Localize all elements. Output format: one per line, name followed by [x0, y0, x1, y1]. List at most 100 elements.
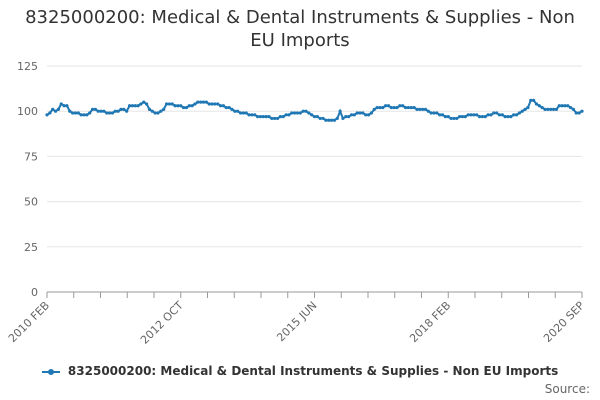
- data-point[interactable]: [253, 113, 257, 117]
- data-point[interactable]: [170, 102, 174, 106]
- data-point[interactable]: [247, 113, 251, 117]
- data-point[interactable]: [273, 116, 277, 121]
- data-point[interactable]: [147, 107, 152, 111]
- data-point[interactable]: [486, 113, 490, 117]
- data-point[interactable]: [201, 100, 206, 104]
- data-point[interactable]: [432, 111, 436, 115]
- data-point[interactable]: [108, 111, 112, 115]
- data-point[interactable]: [88, 111, 92, 115]
- data-point[interactable]: [401, 104, 405, 108]
- data-point[interactable]: [429, 111, 433, 115]
- data-point[interactable]: [466, 113, 470, 117]
- data-point[interactable]: [483, 115, 487, 119]
- data-point[interactable]: [577, 111, 581, 115]
- data-point[interactable]: [386, 104, 391, 108]
- data-point[interactable]: [509, 115, 513, 119]
- data-point[interactable]: [318, 116, 322, 121]
- data-point[interactable]: [423, 107, 428, 111]
- data-point[interactable]: [392, 105, 396, 110]
- data-point[interactable]: [418, 107, 422, 111]
- data-point[interactable]: [244, 111, 248, 115]
- data-point[interactable]: [495, 111, 499, 115]
- data-point[interactable]: [546, 107, 550, 111]
- data-point[interactable]: [267, 115, 271, 119]
- data-point[interactable]: [307, 111, 311, 115]
- data-point[interactable]: [489, 113, 493, 117]
- data-point[interactable]: [443, 115, 447, 119]
- data-point[interactable]: [184, 105, 189, 110]
- data-point[interactable]: [182, 105, 186, 110]
- data-point[interactable]: [136, 104, 140, 108]
- data-point[interactable]: [571, 107, 576, 111]
- data-point[interactable]: [532, 98, 536, 102]
- data-point[interactable]: [71, 111, 75, 115]
- data-point[interactable]: [159, 109, 163, 113]
- data-point[interactable]: [497, 113, 502, 117]
- data-point[interactable]: [216, 102, 220, 106]
- data-point[interactable]: [193, 102, 197, 106]
- data-point[interactable]: [395, 105, 399, 110]
- data-point[interactable]: [264, 115, 268, 119]
- data-point[interactable]: [224, 105, 228, 110]
- data-point[interactable]: [460, 115, 465, 119]
- data-point[interactable]: [62, 104, 66, 108]
- data-point[interactable]: [384, 104, 388, 108]
- data-point[interactable]: [290, 111, 294, 115]
- data-point[interactable]: [347, 115, 351, 119]
- data-point[interactable]: [287, 113, 291, 117]
- data-point[interactable]: [355, 111, 359, 115]
- data-point[interactable]: [563, 104, 567, 108]
- data-point[interactable]: [440, 113, 445, 117]
- data-point[interactable]: [79, 113, 83, 117]
- data-point[interactable]: [435, 111, 439, 115]
- data-point[interactable]: [403, 105, 408, 110]
- data-point[interactable]: [218, 104, 223, 108]
- data-point[interactable]: [321, 116, 325, 121]
- data-point[interactable]: [298, 111, 302, 115]
- data-point[interactable]: [250, 113, 254, 117]
- data-point[interactable]: [455, 116, 459, 121]
- data-point[interactable]: [458, 115, 462, 119]
- data-point[interactable]: [358, 111, 362, 115]
- data-point[interactable]: [53, 109, 58, 113]
- data-point[interactable]: [477, 115, 482, 119]
- data-point[interactable]: [375, 105, 379, 110]
- data-point[interactable]: [85, 113, 89, 117]
- data-point[interactable]: [278, 115, 282, 119]
- data-point[interactable]: [48, 111, 52, 115]
- data-point[interactable]: [96, 109, 100, 113]
- data-point[interactable]: [227, 105, 231, 110]
- data-point[interactable]: [102, 109, 106, 113]
- data-point[interactable]: [176, 104, 180, 108]
- data-point[interactable]: [409, 105, 413, 110]
- data-point[interactable]: [281, 115, 285, 119]
- data-point[interactable]: [469, 113, 473, 117]
- data-point[interactable]: [352, 113, 356, 117]
- data-point[interactable]: [506, 115, 510, 119]
- data-point[interactable]: [173, 104, 177, 108]
- data-point[interactable]: [332, 118, 337, 122]
- data-point[interactable]: [349, 113, 354, 117]
- data-point[interactable]: [156, 111, 160, 115]
- data-point[interactable]: [113, 109, 117, 113]
- data-point[interactable]: [292, 111, 297, 115]
- data-point[interactable]: [329, 118, 334, 122]
- data-point[interactable]: [537, 104, 541, 108]
- data-point[interactable]: [569, 105, 573, 110]
- data-point[interactable]: [389, 105, 393, 110]
- data-point[interactable]: [366, 113, 371, 117]
- data-point[interactable]: [127, 104, 132, 108]
- data-point[interactable]: [210, 102, 214, 106]
- data-point[interactable]: [68, 109, 72, 113]
- data-point[interactable]: [327, 118, 331, 122]
- data-point[interactable]: [364, 113, 368, 117]
- data-point[interactable]: [310, 113, 314, 117]
- data-point[interactable]: [492, 111, 496, 115]
- data-point[interactable]: [341, 116, 345, 121]
- data-point[interactable]: [344, 115, 348, 119]
- data-point[interactable]: [122, 107, 126, 111]
- data-point[interactable]: [534, 102, 539, 106]
- data-point[interactable]: [551, 107, 556, 111]
- data-point[interactable]: [261, 115, 265, 119]
- data-point[interactable]: [312, 115, 317, 119]
